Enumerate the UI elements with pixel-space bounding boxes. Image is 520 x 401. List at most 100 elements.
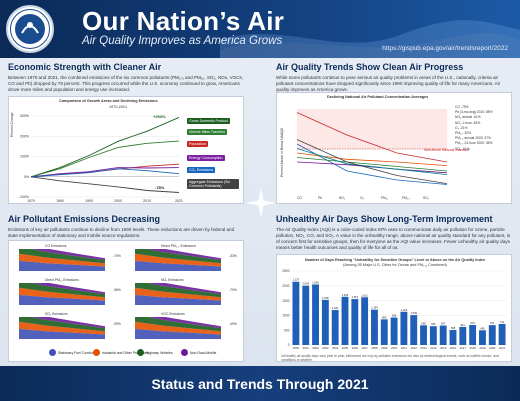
report-url-link[interactable]: https://gispub.epa.gov/air/trendsreport/… [382, 45, 508, 52]
aqi-bar [321, 299, 329, 345]
econ-series-line [30, 116, 180, 178]
header-wave-decoration [220, 20, 520, 58]
legend-gdp: Gross Domestic Product [187, 118, 230, 124]
econ-ytick: -100% [19, 195, 29, 199]
aqi-bar [292, 281, 300, 345]
aqi-bar-value: 1,525 [322, 296, 329, 300]
emission-area [147, 317, 221, 329]
trend-legend-item: PM₂.₅ [402, 196, 411, 200]
emission-chart-title: VOC Emissions [161, 312, 185, 316]
aqi-bar-value: 1,009 [410, 311, 417, 315]
footer-title: Status and Trends Through 2021 [151, 376, 369, 392]
emission-area [135, 249, 221, 264]
legend-aggregate: Aggregate Emissions (Six Common Pollutan… [187, 179, 239, 189]
aqi-ytick: 500 [284, 328, 290, 332]
trend-series-line [296, 143, 448, 185]
trend-series-label: Pb (3-mo avg) 2010: 85% [455, 110, 493, 115]
emission-area [19, 321, 105, 335]
emission-area-chart [135, 249, 221, 271]
trends-chart-title: Declining National Air Pollutant Concent… [327, 95, 429, 99]
aqi-xtick: 2011 [401, 346, 407, 350]
trend-legend-item: CO [297, 196, 302, 200]
aqi-chart-box: Number of Days Reaching "Unhealthy for S… [276, 254, 512, 362]
aqi-bar-value: 1,123 [401, 308, 408, 312]
emission-legend-item: Industrial and Other Processes [93, 349, 149, 356]
legend-swatch-icon [181, 349, 188, 356]
aqi-bar-value: 2,137 [293, 278, 300, 282]
emission-change-label: -49% [229, 322, 237, 326]
emission-area [135, 253, 221, 267]
trend-series-label: SO₂ -91% [455, 146, 470, 151]
aqi-bar [410, 315, 418, 345]
aqi-bar-chart: 0 500 1000 1500 2000 2500 2,137 2000 2,004 2001 2,… [282, 269, 507, 350]
aqi-xtick: 2002 [312, 346, 319, 350]
emission-area [19, 294, 105, 305]
econ-ytick: 300% [20, 114, 29, 118]
aqi-bar [429, 326, 437, 345]
emission-area [19, 260, 105, 271]
panel-economic-strength: Economic Strength with Cleaner Air Betwe… [8, 62, 244, 93]
aqi-bar [361, 297, 369, 345]
aqi-xtick: 2016 [450, 346, 457, 350]
econ-ytick: 0% [24, 175, 29, 179]
emission-area [135, 328, 221, 339]
aqi-bar [469, 324, 477, 345]
aqi-bar [312, 284, 319, 345]
emission-chart-title: Direct PM₁₀ Emissions [45, 278, 79, 282]
aqi-bar [380, 319, 388, 345]
econ-xtick: 1970 [27, 199, 35, 203]
emission-area-chart [135, 317, 221, 339]
trend-series-line [296, 157, 448, 172]
aqi-xtick: 2019 [479, 346, 486, 350]
aqi-bar [420, 325, 427, 345]
emission-area [19, 253, 105, 267]
emission-area [135, 317, 221, 332]
econ-xtick: 1980 [56, 199, 64, 203]
trends-line-chart [296, 109, 448, 185]
econ-chart-title: Comparison of Growth Areas and Declining… [59, 99, 158, 103]
aqi-xtick: 2005 [342, 346, 349, 350]
aqi-bar [439, 325, 447, 345]
trend-legend-item: Pb [318, 196, 322, 200]
emission-area [31, 249, 105, 261]
aqi-bar [371, 309, 378, 345]
emission-area [135, 294, 221, 305]
emission-legend-item: Stationary Fuel Combustion [49, 349, 100, 356]
aqi-title: Unhealthy Air Days Show Long-Term Improv… [276, 214, 493, 224]
legend-energy: Energy Consumption [187, 155, 225, 161]
emission-area [19, 283, 105, 298]
emission-change-label: -33% [229, 254, 237, 258]
aqi-bar-value: 657 [441, 322, 446, 326]
aqi-bar [488, 325, 496, 345]
trend-legend-item: NO₂ [339, 196, 346, 200]
emissions-text: Emissions of key air pollutants continue… [8, 227, 235, 238]
emissions-title: Air Pollutant Emissions Decreasing [8, 214, 161, 224]
emission-area-chart [19, 283, 105, 305]
aqi-xtick: 2014 [430, 346, 437, 350]
trend-series-line [296, 139, 448, 184]
aqi-ytick: 1000 [282, 314, 289, 318]
aqi-xtick: 2007 [362, 346, 369, 350]
aqi-xtick: 2012 [411, 346, 418, 350]
aqi-ytick: 2500 [282, 269, 289, 273]
econ-xtick: 1990 [85, 199, 93, 203]
aqi-bar-value: 928 [392, 314, 397, 318]
trend-series-label: O₃ -21% [455, 125, 468, 130]
legend-vmt: Vehicle Miles Traveled [187, 129, 227, 135]
econ-xtick: 2010 [143, 199, 151, 203]
aqi-xtick: 2013 [420, 346, 427, 350]
aqi-xtick: 2008 [371, 346, 378, 350]
trend-legend-item: PM₁₀ [381, 196, 389, 200]
emission-area [135, 321, 221, 335]
trends-chart-box: Declining National Air Pollutant Concent… [276, 92, 512, 204]
trend-series-label: PM₂.₅ 24-hour 2000: 36% [455, 141, 493, 146]
trend-legend-item: O₃ [360, 196, 364, 200]
aqi-xtick: 2003 [322, 346, 329, 350]
emission-chart-title: Direct PM₂.₅ Emissions [161, 244, 196, 248]
trend-series-label: NO₂ 1-hour -54% [455, 120, 481, 125]
econ-ylabel: Percent Change [10, 112, 14, 137]
econ-title: Economic Strength with Cleaner Air [8, 62, 162, 72]
legend-swatch-icon [49, 349, 56, 356]
aqi-bar-value: 2,004 [302, 282, 309, 286]
